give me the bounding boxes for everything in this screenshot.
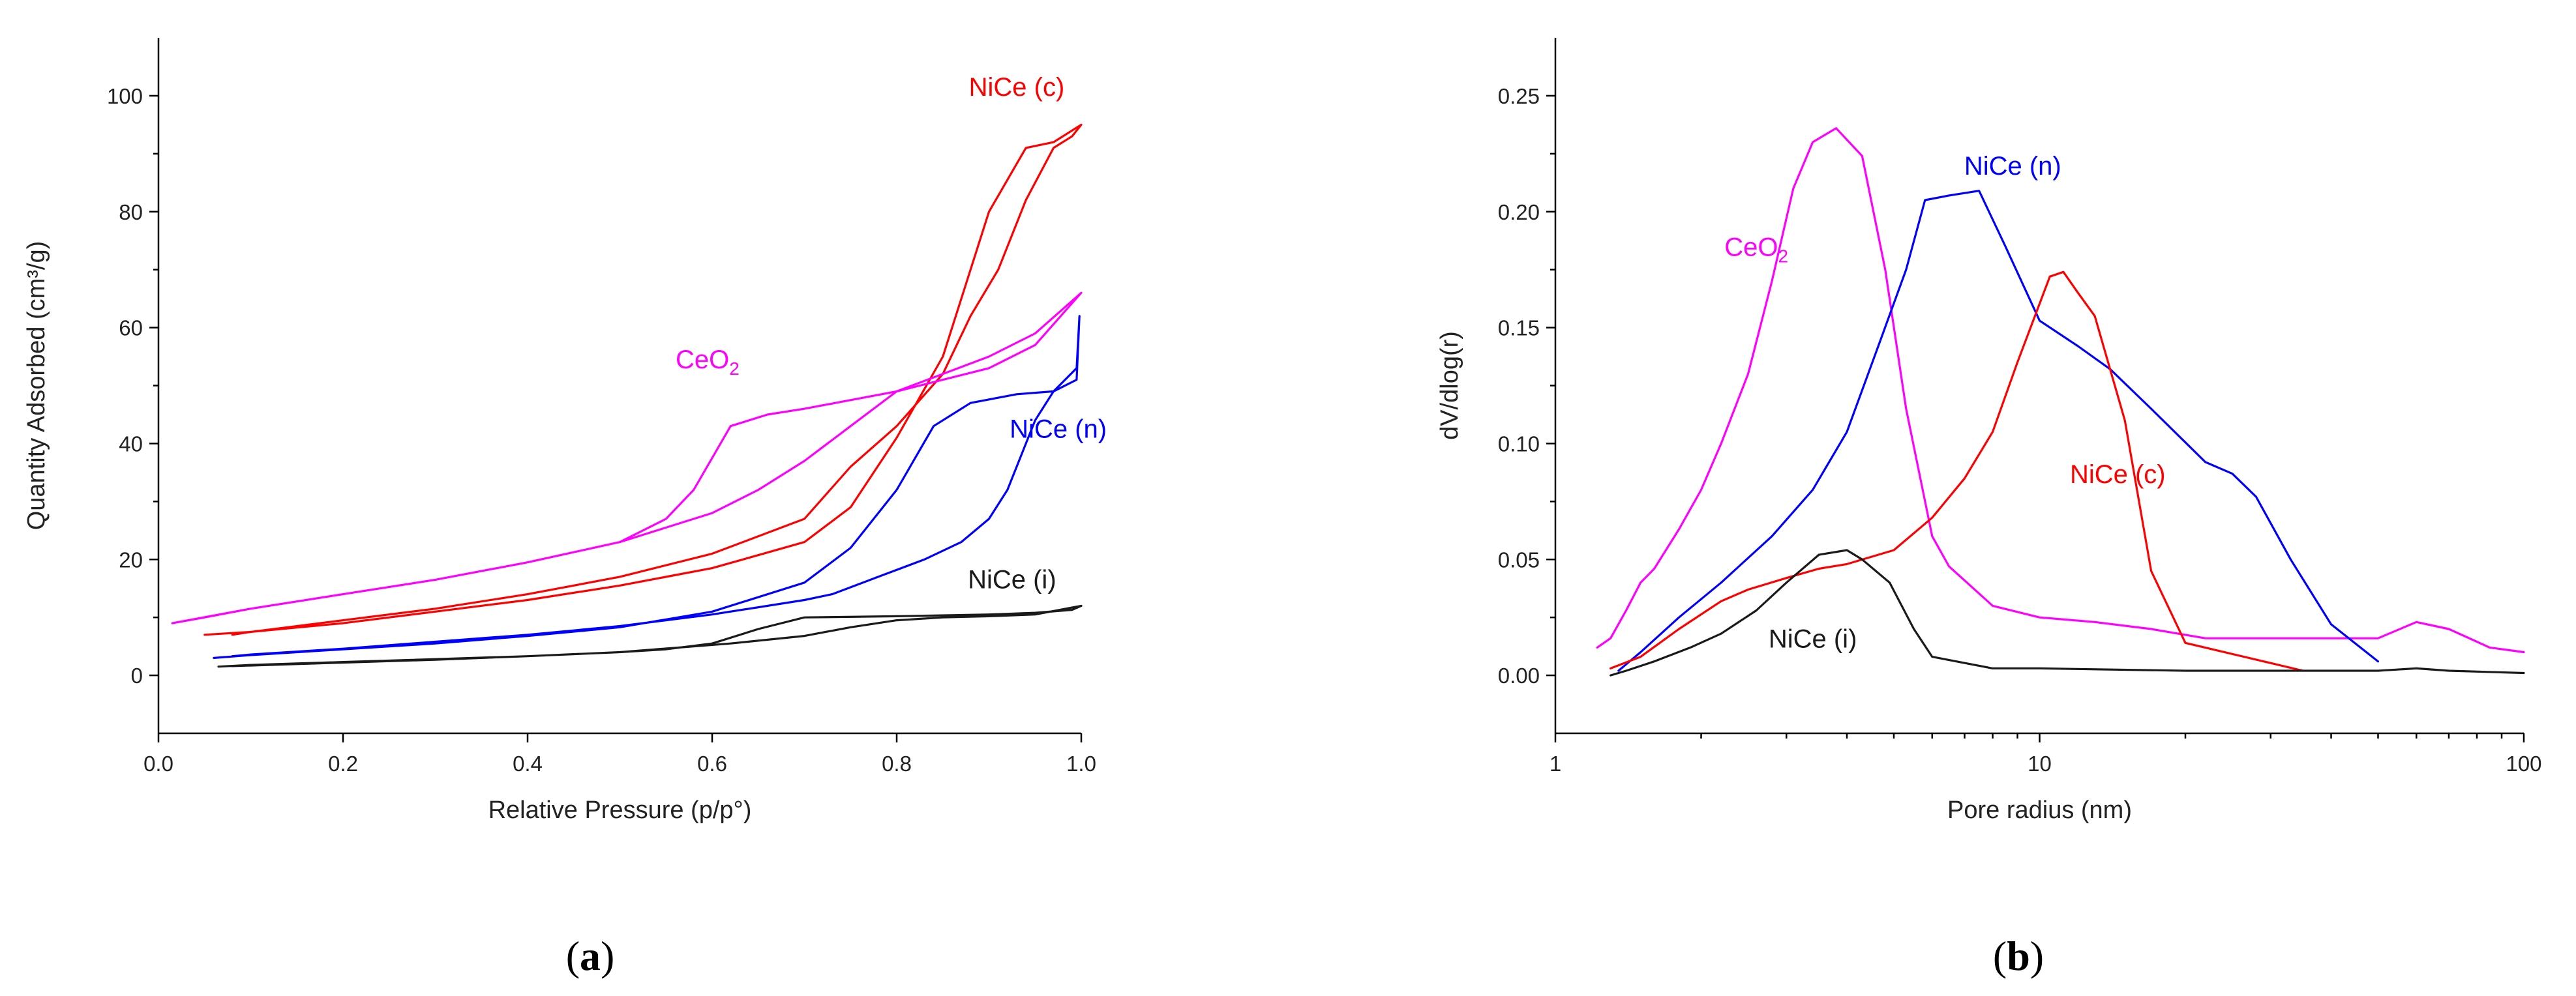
y-tick-label: 40 bbox=[119, 432, 143, 456]
series-line-ceo2 bbox=[1596, 127, 2525, 654]
y-tick-label: 0.15 bbox=[1498, 316, 1540, 340]
panel-label: (a) bbox=[566, 933, 615, 979]
x-tick-label: 0.6 bbox=[697, 752, 727, 776]
panel-b-pore-size-distribution: 1 10 100 0.00 0.05 0.10 0.15 0.20 0.25 Pore radiu… bbox=[1436, 38, 2542, 979]
y-tick-label: 20 bbox=[119, 548, 143, 572]
y-tick-label: 0.20 bbox=[1498, 200, 1540, 224]
y-tick-label: 0.00 bbox=[1498, 664, 1540, 688]
y-tick-label: 60 bbox=[119, 316, 143, 340]
x-tick-label: 1 bbox=[1550, 752, 1561, 776]
x-tick-label: 10 bbox=[2028, 752, 2052, 776]
series-label-nice-c: NiCe (c) bbox=[969, 73, 1065, 102]
x-axis-title: Relative Pressure (p/p°) bbox=[488, 797, 752, 824]
panel-label: (b) bbox=[1993, 933, 2044, 979]
series-line-nice-c bbox=[1610, 271, 2305, 672]
x-axis-title: Pore radius (nm) bbox=[1947, 797, 2132, 824]
series-label-nice-n: NiCe (n) bbox=[1010, 415, 1107, 444]
series-line-nice-c bbox=[203, 123, 1083, 636]
y-tick-label: 0 bbox=[131, 664, 143, 688]
y-tick-label: 100 bbox=[107, 84, 143, 108]
series-label-nice-n: NiCe (n) bbox=[1964, 152, 2061, 181]
y-axis-title: Quantity Adsorbed (cm³/g) bbox=[23, 241, 50, 531]
x-tick-label: 100 bbox=[2506, 752, 2541, 776]
y-tick-label: 0.05 bbox=[1498, 548, 1540, 572]
series-label-ceo2: CeO2 bbox=[676, 345, 740, 379]
y-tick-label: 0.25 bbox=[1498, 84, 1540, 108]
x-tick-label: 0.4 bbox=[513, 752, 543, 776]
x-tick-label: 1.0 bbox=[1066, 752, 1096, 776]
series-line-nice-n bbox=[213, 315, 1081, 660]
series-label-nice-c: NiCe (c) bbox=[2070, 460, 2166, 489]
series-line-nice-i bbox=[1610, 549, 2525, 677]
x-tick-label: 0.0 bbox=[143, 752, 173, 776]
panel-a-adsorption-isotherm: 0.0 0.2 0.4 0.6 0.8 1.0 0 20 40 60 80 100 Relative P… bbox=[23, 38, 1107, 979]
series-label-nice-i: NiCe (i) bbox=[1769, 624, 1857, 653]
y-tick-label: 0.10 bbox=[1498, 432, 1540, 456]
series-label-nice-i: NiCe (i) bbox=[968, 566, 1056, 594]
series-label-ceo2: CeO2 bbox=[1724, 233, 1788, 266]
x-tick-label: 0.8 bbox=[882, 752, 912, 776]
x-tick-label: 0.2 bbox=[328, 752, 358, 776]
y-tick-label: 80 bbox=[119, 200, 143, 224]
series-line-ceo2 bbox=[171, 291, 1083, 624]
series-line-nice-i bbox=[217, 604, 1083, 668]
y-axis-title: dV/dlog(r) bbox=[1436, 331, 1463, 440]
series-line-nice-n bbox=[1617, 190, 2380, 672]
